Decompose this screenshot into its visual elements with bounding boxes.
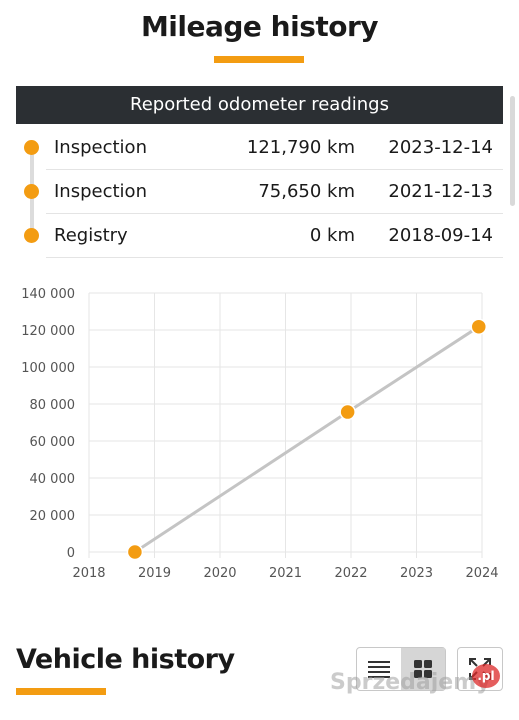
x-tick-label: 2023 [400,566,433,581]
y-tick-label: 20 000 [30,509,76,524]
watermark-badge: .pl [472,664,500,688]
x-tick-label: 2020 [203,566,236,581]
timeline-dot [24,184,39,199]
title-underline [214,56,304,63]
reading-type: Registry [54,225,128,246]
timeline-dot [24,140,39,155]
data-point [470,318,488,335]
x-tick-label: 2019 [138,566,171,581]
odometer-table-header: Reported odometer readings [16,86,503,124]
reading-date: 2023-12-14 [388,137,493,158]
vehicle-history-title: Vehicle history [16,644,235,675]
list-view-button[interactable] [357,648,401,690]
odometer-row: Inspection 75,650 km 2021-12-13 [16,170,503,214]
data-point [126,543,144,561]
y-tick-label: 140 000 [21,287,75,302]
scrollbar[interactable] [510,96,515,206]
y-tick-label: 40 000 [30,472,76,487]
x-tick-label: 2021 [269,566,302,581]
y-tick-label: 100 000 [21,361,75,376]
reading-type: Inspection [54,181,147,202]
y-tick-label: 120 000 [21,324,75,339]
section-underline [16,688,106,695]
x-tick-label: 2024 [465,566,498,581]
y-tick-label: 0 [67,546,75,561]
reading-date: 2018-09-14 [388,225,493,246]
odometer-row: Inspection 121,790 km 2023-12-14 [16,126,503,170]
list-icon [368,661,390,678]
reading-type: Inspection [54,137,147,158]
reading-mileage: 75,650 km [258,181,355,202]
reading-date: 2021-12-13 [388,181,493,202]
y-tick-label: 80 000 [30,398,76,413]
reading-mileage: 121,790 km [246,137,355,158]
page-title: Mileage history [140,10,379,43]
mileage-line [134,325,480,554]
odometer-row: Registry 0 km 2018-09-14 [16,214,503,258]
timeline-dot [24,228,39,243]
grid-icon [414,660,432,678]
grid-view-button[interactable] [401,648,445,690]
x-tick-label: 2018 [72,566,105,581]
view-toggle [356,647,446,691]
mileage-chart: 0 20 000 40 000 60 000 80 000 100 000 120 000 1… [21,287,498,581]
watermark-text: Sprzedajemy [330,670,491,695]
y-tick-label: 60 000 [30,435,76,450]
x-tick-label: 2022 [334,566,367,581]
reading-mileage: 0 km [309,225,355,246]
data-point [339,403,356,421]
